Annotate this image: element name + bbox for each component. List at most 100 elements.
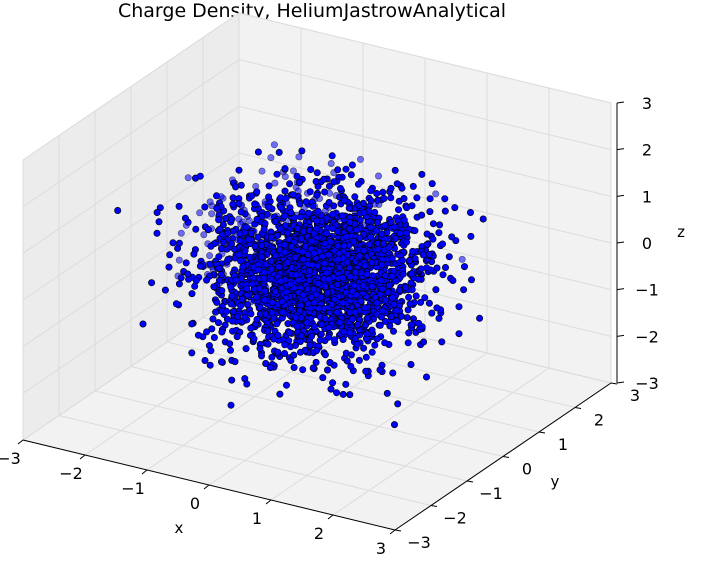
scatter-point [323,366,331,374]
scatter-point [235,251,243,259]
scatter-point [256,303,264,311]
scatter-point [339,390,347,398]
gridline-y-floor [166,341,540,433]
scatter-point [209,315,217,323]
scatter-point [313,225,321,233]
y-tick-mark [502,456,510,458]
scatter-point [306,188,314,196]
scatter-point [267,154,275,162]
scatter-point [381,271,389,279]
scatter-point [334,166,342,174]
scatter-point [182,259,190,267]
scatter-point [227,346,235,354]
chart-title: Charge Density, HeliumJastrowAnalytical [117,0,507,22]
scatter-point [161,286,169,294]
scatter-point [207,347,215,355]
scatter-point [220,238,228,246]
scatter-point [435,229,443,237]
scatter-point [342,165,350,173]
scatter-point [295,178,303,186]
x-tick-label: 2 [314,524,324,543]
scatter-point [409,182,417,190]
scatter-point [330,178,338,186]
scatter-point [383,389,391,397]
scatter-point [175,202,183,210]
z-tick-mark [616,334,625,337]
scatter-point [307,332,315,340]
scatter-point [285,235,293,243]
scatter-point [309,364,317,372]
scatter-point [371,208,379,216]
scatter-point [215,253,223,261]
scatter-point [114,207,122,215]
scatter-point [409,247,417,255]
scatter-point [376,321,384,329]
scatter-point [388,294,396,302]
scatter-point [325,324,333,332]
scatter-point [420,338,428,346]
scatter-point [213,298,221,306]
scatter-point [249,274,257,282]
scatter-point [368,326,376,334]
scatter-point [393,306,401,314]
scatter-point [226,340,234,348]
scatter-point [237,181,245,189]
scatter-point [460,263,468,271]
scatter-point [329,225,337,233]
scatter-point [402,283,410,291]
scatter-point [352,268,360,276]
scatter-point [213,192,221,200]
scatter-point [394,400,402,408]
scatter-point [291,254,299,262]
scatter-point [232,183,240,191]
scatter-point [390,300,398,308]
scatter-point [425,299,433,307]
scatter-point [233,313,241,321]
scatter-point [379,240,387,248]
gridline-z-back [238,152,612,244]
z-tick-label: 1 [642,187,652,206]
scatter-point [441,195,449,203]
scatter-point [196,172,204,180]
y-tick-label: 2 [594,411,604,430]
gridline-z-back [238,105,612,197]
gridline-z-left [22,12,240,161]
scatter-point [380,195,388,203]
scatter-point [354,321,362,329]
gridline-z-left [22,59,240,208]
x-tick-mark [17,439,24,445]
scatter-point [314,207,322,215]
scatter-point [293,322,301,330]
scatter-point [213,204,221,212]
z-axis-label: z [677,223,685,241]
scatter-point [261,310,269,318]
scatter-point [389,327,397,335]
scatter-point [458,255,466,263]
scatter-point [432,190,440,198]
scatter-point [429,235,437,243]
scatter-point [206,198,214,206]
scatter-point [237,208,245,216]
scatter-point [268,309,276,317]
scatter-point [238,295,246,303]
scatter-point [348,315,356,323]
scatter-point [165,263,173,271]
scatter-point [245,235,253,243]
scatter-point [365,241,373,249]
scatter-point [386,322,394,330]
scatter-points [114,141,487,429]
scatter-point [432,286,440,294]
scatter-point [274,348,282,356]
scatter-point [181,214,189,222]
scatter-point [267,265,275,273]
scatter-point [321,239,329,247]
scatter-point [312,347,320,355]
scatter-point [326,358,334,366]
scatter-point [215,216,223,224]
scatter-point [429,220,437,228]
scatter-point [248,192,256,200]
scatter-point [206,361,214,369]
scatter-point [267,233,275,241]
scatter-point [423,230,431,238]
scatter-point [325,333,333,341]
